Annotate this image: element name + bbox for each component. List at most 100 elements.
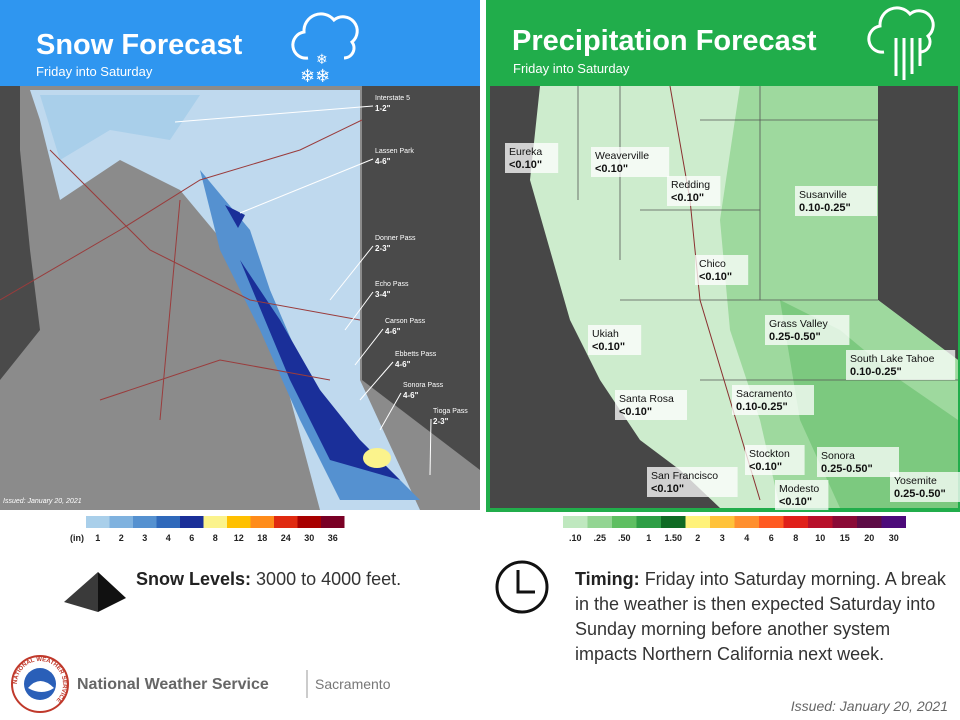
snow-label-name: Lassen Park bbox=[375, 148, 414, 155]
legend-label: 1 bbox=[646, 533, 651, 543]
legend-label: 30 bbox=[889, 533, 899, 543]
snow-label-name: Echo Pass bbox=[375, 281, 409, 288]
label-box bbox=[745, 445, 805, 475]
legend-swatch bbox=[109, 516, 133, 528]
legend-label: .10 bbox=[569, 533, 582, 543]
label-box bbox=[647, 467, 738, 497]
legend-swatch bbox=[636, 516, 661, 528]
legend-swatch bbox=[661, 516, 686, 528]
snow-label-value: 3-4" bbox=[375, 290, 391, 299]
snow-label-name: Sonora Pass bbox=[403, 382, 444, 389]
precip-label-name: Sacramento bbox=[736, 388, 793, 400]
leader-line bbox=[429, 418, 432, 476]
legend-label: 1 bbox=[95, 533, 100, 543]
legend-label: .25 bbox=[593, 533, 606, 543]
snow-map: Issued: January 20, 2021 bbox=[0, 86, 480, 510]
snow-label-name: Carson Pass bbox=[385, 318, 426, 325]
svg-text:❄: ❄ bbox=[316, 51, 328, 67]
legend-swatch bbox=[832, 516, 857, 528]
legend-swatch bbox=[180, 516, 204, 528]
legend-label: 3 bbox=[142, 533, 147, 543]
precip-label-value: <0.10" bbox=[651, 483, 684, 495]
leader-line bbox=[329, 245, 374, 301]
legend-swatch bbox=[808, 516, 833, 528]
snow-label-name: Ebbetts Pass bbox=[395, 351, 437, 358]
snow-subtitle: Friday into Saturday bbox=[36, 64, 153, 79]
label-box bbox=[615, 390, 687, 420]
legend-label: .50 bbox=[618, 533, 631, 543]
precip-label-name: Modesto bbox=[779, 483, 819, 495]
precip-label-value: <0.10" bbox=[619, 406, 652, 418]
precip-label-name: South Lake Tahoe bbox=[850, 353, 935, 365]
legend-swatch bbox=[203, 516, 227, 528]
legend-swatch bbox=[133, 516, 157, 528]
precip-label-name: Santa Rosa bbox=[619, 393, 674, 405]
precip-label-name: Chico bbox=[699, 258, 726, 270]
precip-label-name: Ukiah bbox=[592, 328, 619, 340]
svg-text:❄❄: ❄❄ bbox=[300, 66, 330, 86]
legend-swatch bbox=[587, 516, 612, 528]
legend-swatch bbox=[86, 516, 110, 528]
precip-label-name: Yosemite bbox=[894, 475, 937, 487]
legend-swatch bbox=[783, 516, 808, 528]
legend-swatch bbox=[321, 516, 345, 528]
legend-swatch bbox=[227, 516, 251, 528]
snow-title: Snow Forecast bbox=[36, 29, 243, 61]
rain-icon bbox=[867, 6, 935, 80]
legend-swatch bbox=[563, 516, 588, 528]
legend-label: 36 bbox=[328, 533, 338, 543]
legend-swatch bbox=[274, 516, 298, 528]
leader-line bbox=[379, 392, 402, 431]
office-name: Sacramento bbox=[315, 676, 391, 692]
leader-line bbox=[239, 158, 374, 214]
precip-title: Precipitation Forecast bbox=[512, 25, 817, 57]
precip-label-value: <0.10" bbox=[592, 341, 625, 353]
leader-line bbox=[344, 291, 374, 331]
legend-label: 6 bbox=[769, 533, 774, 543]
timing-text: Friday into Saturday morning. A break in… bbox=[575, 569, 946, 664]
legend-label: 12 bbox=[234, 533, 244, 543]
snow-label-value: 1-2" bbox=[375, 104, 391, 113]
snow-label-name: Donner Pass bbox=[375, 235, 416, 242]
snow-levels-text: 3000 to 4000 feet. bbox=[256, 569, 402, 589]
label-box bbox=[505, 143, 559, 173]
snow-header bbox=[0, 0, 480, 86]
legend-label: 8 bbox=[213, 533, 218, 543]
snow-icon: ❄❄❄ bbox=[291, 12, 359, 86]
precip-label-name: Sonora bbox=[821, 450, 855, 462]
pyramid-icon bbox=[64, 572, 126, 612]
precip-label-value: 0.10-0.25" bbox=[736, 401, 788, 413]
snow-label-value: 4-6" bbox=[385, 327, 401, 336]
timing-label: Timing: bbox=[575, 569, 640, 589]
nws-logo: NATIONAL WEATHER SERVICE bbox=[11, 655, 69, 713]
org-name: National Weather Service bbox=[77, 676, 269, 693]
legend-label: 18 bbox=[257, 533, 267, 543]
label-box bbox=[667, 176, 721, 206]
legend-swatch bbox=[881, 516, 906, 528]
legend-label: 8 bbox=[793, 533, 798, 543]
snow-label-value: 4-6" bbox=[375, 157, 391, 166]
precip-subtitle: Friday into Saturday bbox=[513, 61, 630, 76]
legend-label: 3 bbox=[720, 533, 725, 543]
label-box bbox=[588, 325, 642, 355]
legend-label: 2 bbox=[119, 533, 124, 543]
leader-line bbox=[354, 328, 384, 366]
legend-swatch bbox=[297, 516, 321, 528]
legend-label: 20 bbox=[864, 533, 874, 543]
precip-label-value: 0.10-0.25" bbox=[799, 202, 851, 214]
precip-label-value: 0.10-0.25" bbox=[850, 366, 902, 378]
precip-label-value: <0.10" bbox=[595, 163, 628, 175]
footer-issued: Issued: January 20, 2021 bbox=[791, 698, 948, 714]
legend-label: 24 bbox=[281, 533, 291, 543]
precip-map bbox=[490, 85, 958, 508]
snow-label-value: 2-3" bbox=[375, 244, 391, 253]
snow-levels-label: Snow Levels: bbox=[136, 569, 252, 589]
precip-label-name: Stockton bbox=[749, 448, 790, 460]
legend-label: 4 bbox=[744, 533, 749, 543]
legend-label: 15 bbox=[840, 533, 850, 543]
legend-label: 1.50 bbox=[664, 533, 682, 543]
precip-label-value: <0.10" bbox=[779, 496, 812, 508]
legend-label: 4 bbox=[166, 533, 171, 543]
precip-label-name: Eureka bbox=[509, 146, 542, 158]
precip-label-value: 0.25-0.50" bbox=[894, 488, 946, 500]
